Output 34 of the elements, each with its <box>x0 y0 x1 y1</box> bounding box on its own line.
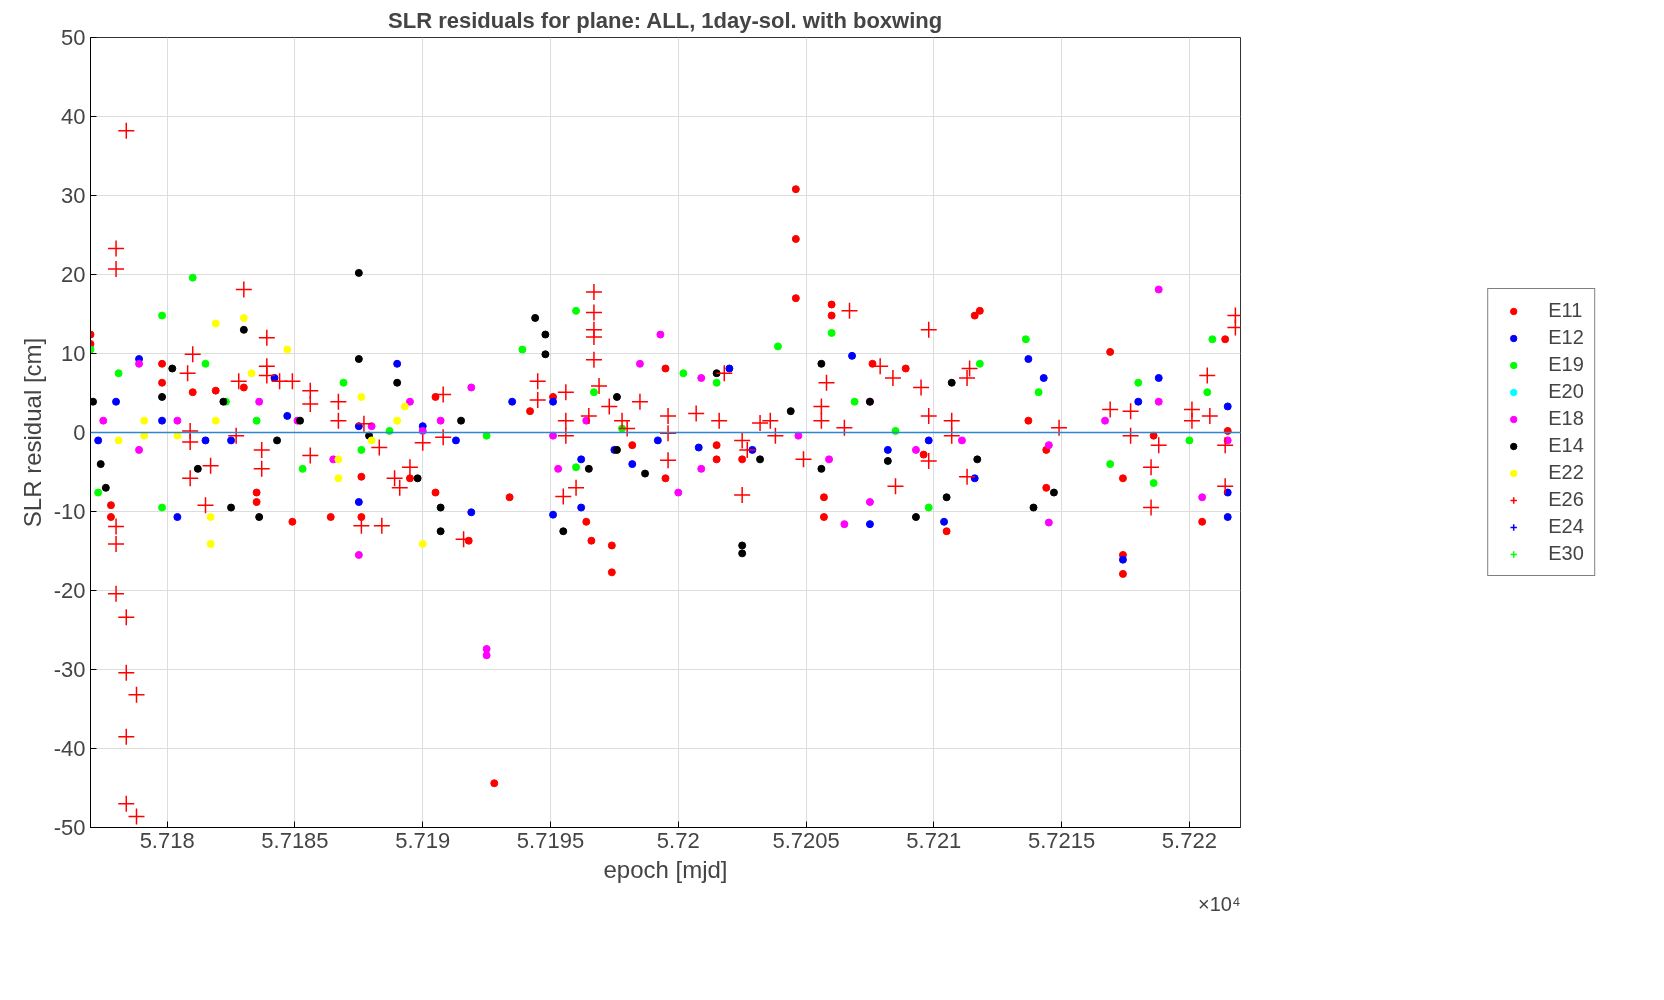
legend-label: E20 <box>1548 380 1584 403</box>
legend-label: E14 <box>1548 434 1584 457</box>
x-tick-label: 5.7205 <box>772 827 840 853</box>
y-tick-label: 10 <box>61 341 86 366</box>
chart-title: SLR residuals for plane: ALL, 1day-sol. with boxwing <box>388 7 943 33</box>
x-tick-label: 5.719 <box>395 827 451 853</box>
y-tick-label: 50 <box>61 25 86 50</box>
legend-label: E12 <box>1548 326 1584 349</box>
x-axis-title: epoch [mjd] <box>603 855 728 883</box>
x-tick-label: 5.7195 <box>516 827 585 853</box>
legend-label: E11 <box>1548 299 1583 322</box>
legend-label: E24 <box>1548 515 1584 538</box>
text: ×10⁴ <box>1197 892 1241 915</box>
y-tick-label: 20 <box>61 262 86 287</box>
y-tick-label: 0 <box>73 420 86 445</box>
y-axis-title: SLR residual [cm] <box>18 337 46 528</box>
y-tick-label: -10 <box>53 499 86 524</box>
legend-label: E30 <box>1548 542 1584 565</box>
y-tick-label: -20 <box>53 578 86 603</box>
legend-label: E18 <box>1548 407 1584 430</box>
x-tick-label: 5.7215 <box>1027 827 1096 853</box>
x-tick-label: 5.7185 <box>261 827 329 853</box>
legend-label: E22 <box>1548 461 1584 484</box>
y-tick-label: 40 <box>61 104 86 129</box>
y-tick-label: 30 <box>61 183 86 208</box>
x-tick-label: 5.72 <box>656 827 700 853</box>
y-tick-label: -40 <box>53 736 86 761</box>
x-tick-label: 5.718 <box>139 827 195 853</box>
legend-label: E19 <box>1548 353 1584 376</box>
x-tick-label: 5.721 <box>906 827 962 853</box>
legend-label: E26 <box>1548 488 1584 511</box>
x-tick-label: 5.722 <box>1161 827 1217 853</box>
y-tick-label: -30 <box>53 657 86 682</box>
y-tick-label: -50 <box>53 815 86 840</box>
